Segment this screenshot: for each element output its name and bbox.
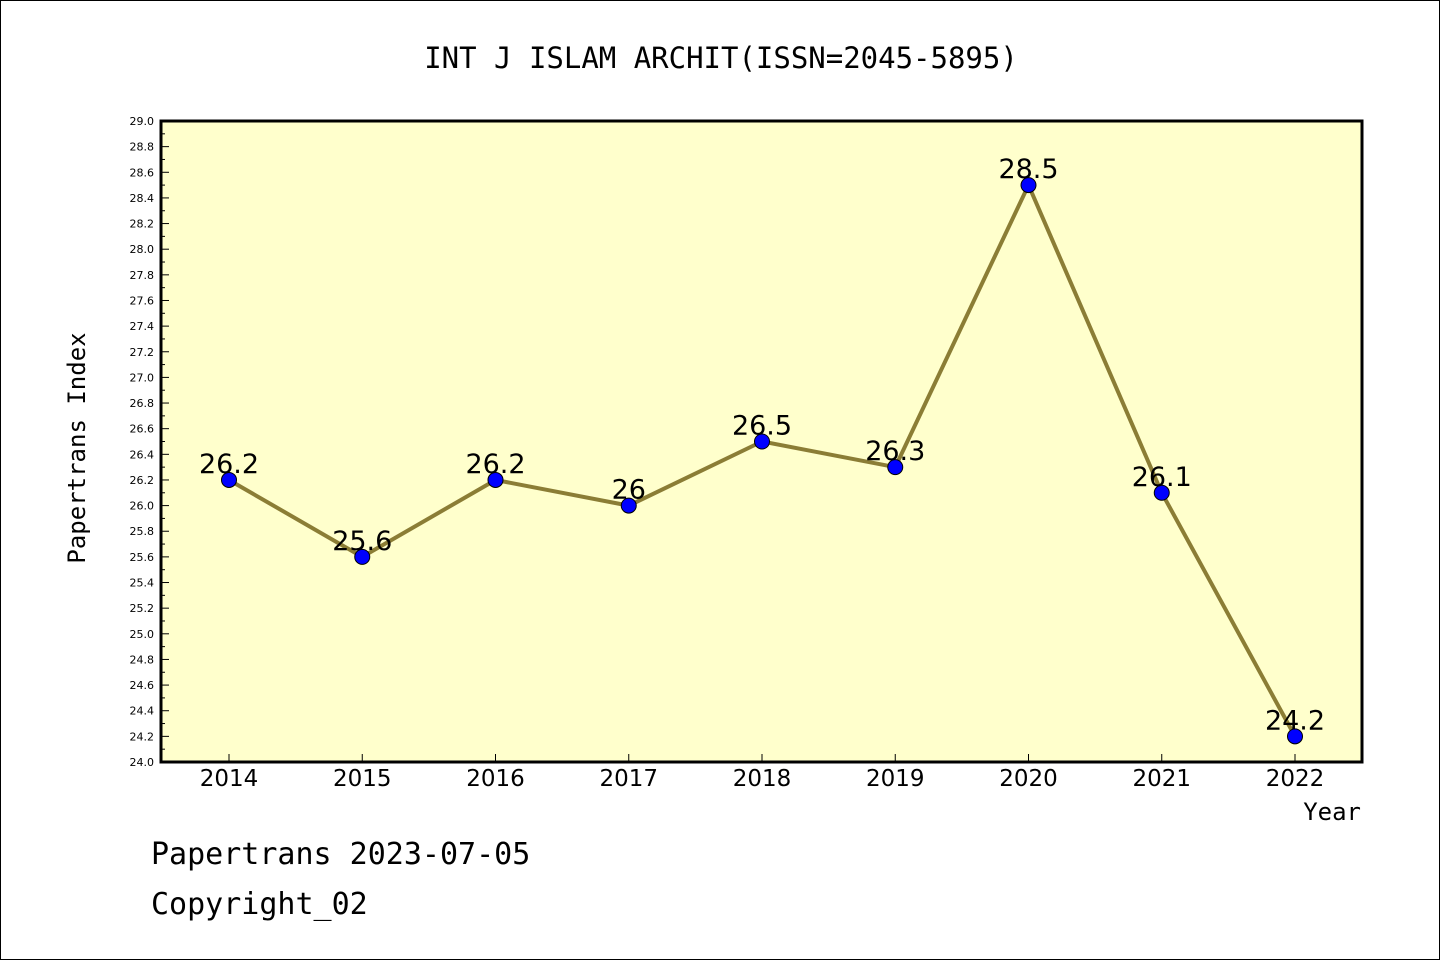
y-tick-label: 26.6 xyxy=(130,423,155,436)
x-tick-label: 2018 xyxy=(733,766,792,792)
y-tick-label: 24.4 xyxy=(130,705,155,718)
data-point-marker xyxy=(620,497,637,514)
x-axis-label: Year xyxy=(1303,798,1361,826)
x-tick-label: 2015 xyxy=(333,766,392,792)
data-label: 26.1 xyxy=(1132,462,1192,493)
y-tick-label: 29.0 xyxy=(130,115,155,128)
y-tick-label: 24.6 xyxy=(130,679,155,692)
footer-copyright-text: Copyright_02 xyxy=(151,887,368,922)
y-tick-label: 25.8 xyxy=(130,525,155,538)
y-tick-label: 25.0 xyxy=(130,628,155,641)
y-tick-label: 26.4 xyxy=(130,448,155,461)
data-label: 26.3 xyxy=(865,436,925,467)
x-tick-label: 2017 xyxy=(599,766,658,792)
data-label-group: 26.2 25.6 26.2 26 26.5 26.3 28.5 26.1 24.2 xyxy=(199,154,1325,736)
y-tick-label: 26.0 xyxy=(130,500,155,513)
x-axis: 2014 2015 2016 2017 2018 2019 2020 2021 2022 xyxy=(200,754,1325,792)
y-tick-label: 27.8 xyxy=(130,269,155,282)
y-tick-label: 28.4 xyxy=(130,192,155,205)
data-point-marker xyxy=(487,471,504,488)
data-point-marker xyxy=(1287,728,1303,745)
data-point-marker xyxy=(221,471,237,488)
data-point-marker xyxy=(354,548,371,565)
data-label: 25.6 xyxy=(332,526,392,557)
chart-title: INT J ISLAM ARCHIT(ISSN=2045-5895) xyxy=(424,41,1018,75)
x-tick-label: 2021 xyxy=(1132,766,1191,792)
y-tick-label: 28.6 xyxy=(130,166,155,179)
y-tick-label: 27.0 xyxy=(130,371,155,384)
data-label: 24.2 xyxy=(1265,705,1325,736)
y-tick-label: 27.6 xyxy=(130,294,155,307)
x-tick-label: 2020 xyxy=(999,766,1058,792)
y-tick-label: 25.2 xyxy=(130,602,155,615)
data-label: 26.5 xyxy=(732,411,792,442)
y-tick-label: 28.2 xyxy=(130,218,155,231)
y-tick-label: 26.8 xyxy=(130,397,155,410)
data-label: 28.5 xyxy=(998,154,1058,185)
series-line-group xyxy=(221,177,1303,745)
data-label: 26.2 xyxy=(465,449,525,480)
y-tick-label: 24.0 xyxy=(130,756,155,769)
y-tick-label: 26.2 xyxy=(130,474,155,487)
y-tick-label: 28.0 xyxy=(130,243,155,256)
y-axis: 24.0 24.2 24.4 24.6 24.8 25.0 25.2 25.4 25.6 25.8… xyxy=(130,115,169,769)
data-point-marker xyxy=(887,459,904,476)
y-tick-label: 28.8 xyxy=(130,141,155,154)
x-tick-label: 2014 xyxy=(200,766,259,792)
y-tick-label: 25.4 xyxy=(130,577,155,590)
y-tick-label: 27.2 xyxy=(130,346,155,359)
y-tick-label: 24.2 xyxy=(130,730,155,743)
data-label: 26 xyxy=(612,475,646,506)
y-tick-label: 27.4 xyxy=(130,320,155,333)
data-point-marker xyxy=(754,433,770,450)
x-tick-label: 2016 xyxy=(466,766,525,792)
y-tick-label: 24.8 xyxy=(130,653,155,666)
data-point-marker xyxy=(1153,484,1170,501)
x-tick-label: 2022 xyxy=(1266,766,1325,792)
y-tick-label: 25.6 xyxy=(130,551,155,564)
data-label: 26.2 xyxy=(199,449,259,480)
data-point-marker xyxy=(1020,177,1037,194)
y-axis-label: Papertrans Index xyxy=(63,332,91,563)
footer-date-text: Papertrans 2023-07-05 xyxy=(151,837,531,872)
x-tick-label: 2019 xyxy=(866,766,925,792)
